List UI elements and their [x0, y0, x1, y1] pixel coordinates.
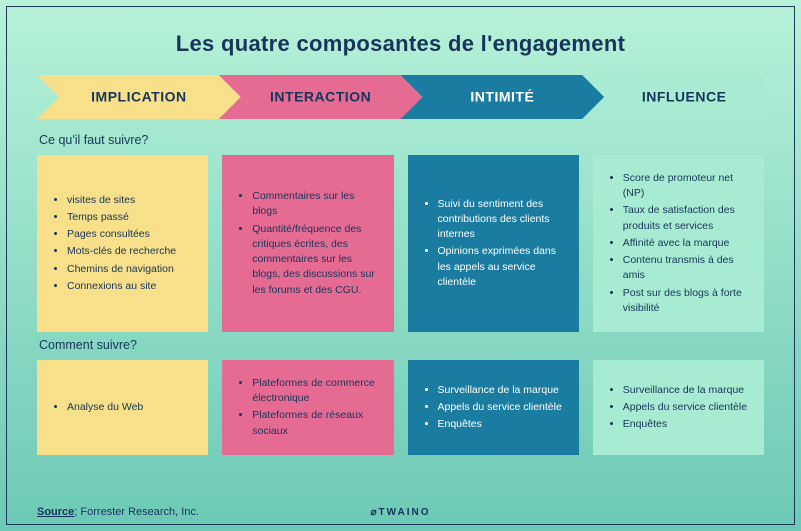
info-card: Plateformes de commerce électroniquePlat…	[222, 360, 393, 455]
list-item: Score de promoteur net (NP)	[623, 171, 752, 201]
list-item: visites de sites	[67, 193, 176, 208]
list-item: Affinité avec la marque	[623, 236, 752, 251]
info-card: Analyse du Web	[37, 360, 208, 455]
content-area: Les quatre composantes de l'engagement I…	[7, 7, 794, 524]
info-card: Surveillance de la marque Appels du servi…	[593, 360, 764, 455]
info-card: visites de sites Temps passé Pages consult…	[37, 155, 208, 332]
card-list: Commentaires sur les blogsQuantité/fréqu…	[236, 187, 381, 300]
list-item: Quantité/fréquence des critiques écrites…	[252, 222, 381, 298]
list-item: Suivi du sentiment des contributions des…	[438, 197, 567, 243]
card-list: Surveillance de la marque Appels du servi…	[607, 381, 747, 435]
list-item: Surveillance de la marque	[623, 383, 747, 398]
list-item: Mots-clés de recherche	[67, 244, 176, 259]
outer-frame: Les quatre composantes de l'engagement I…	[6, 6, 795, 525]
source-value: Forrester Research, Inc.	[80, 506, 199, 518]
list-item: Plateformes de commerce électronique	[252, 376, 381, 406]
list-item: Commentaires sur les blogs	[252, 189, 381, 219]
card-list: Surveillance de la marque Appels du servi…	[422, 381, 562, 435]
list-item: Temps passé	[67, 210, 176, 225]
footer: Source; Forrester Research, Inc. ⌀TWAINO	[37, 506, 764, 518]
list-item: Enquêtes	[438, 417, 562, 432]
card-list: Analyse du Web	[51, 398, 143, 417]
list-item: Pages consultées	[67, 227, 176, 242]
arrow-label: INTIMITÉ	[470, 89, 534, 105]
list-item: Chemins de navigation	[67, 262, 176, 277]
card-row: visites de sites Temps passé Pages consult…	[37, 155, 764, 332]
card-list: Suivi du sentiment des contributions des…	[422, 195, 567, 292]
list-item: Enquêtes	[623, 417, 747, 432]
arrow-label: INFLUENCE	[642, 89, 727, 105]
list-item: Appels du service clientèle	[623, 400, 747, 415]
list-item: Opinions exprimées dans les appels au se…	[438, 244, 567, 290]
list-item: Post sur des blogs à forte visibilité	[623, 286, 752, 316]
arrow-svg: IMPLICATION INTERACTION INTIMITÉ INFLUENCE	[37, 75, 764, 119]
brand-text: TWAINO	[379, 507, 431, 518]
page-title: Les quatre composantes de l'engagement	[37, 31, 764, 57]
arrow-label: IMPLICATION	[91, 89, 186, 105]
arrow-chevron-row: IMPLICATION INTERACTION INTIMITÉ INFLUENCE	[37, 75, 764, 119]
sections-container: Ce qu'il faut suivre? visites de sites Tem…	[37, 133, 764, 455]
card-list: Plateformes de commerce électroniquePlat…	[236, 374, 381, 441]
list-item: Plateformes de réseaux sociaux	[252, 408, 381, 438]
section-label: Ce qu'il faut suivre?	[39, 133, 764, 147]
section-label: Comment suivre?	[39, 338, 764, 352]
info-card: Suivi du sentiment des contributions des…	[408, 155, 579, 332]
list-item: Taux de satisfaction des produits et ser…	[623, 203, 752, 233]
brand-glyph-icon: ⌀	[370, 507, 378, 518]
arrow-label: INTERACTION	[270, 89, 371, 105]
source-citation: Source; Forrester Research, Inc.	[37, 506, 199, 518]
info-card: Commentaires sur les blogsQuantité/fréqu…	[222, 155, 393, 332]
source-label: Source	[37, 506, 74, 518]
info-card: Surveillance de la marque Appels du servi…	[408, 360, 579, 455]
list-item: Surveillance de la marque	[438, 383, 562, 398]
list-item: Connexions au site	[67, 279, 176, 294]
card-list: visites de sites Temps passé Pages consult…	[51, 191, 176, 296]
list-item: Contenu transmis à des amis	[623, 253, 752, 283]
card-list: Score de promoteur net (NP)Taux de satis…	[607, 169, 752, 318]
card-row: Analyse du Web Plateformes de commerce él…	[37, 360, 764, 455]
list-item: Analyse du Web	[67, 400, 143, 415]
info-card: Score de promoteur net (NP)Taux de satis…	[593, 155, 764, 332]
list-item: Appels du service clientèle	[438, 400, 562, 415]
